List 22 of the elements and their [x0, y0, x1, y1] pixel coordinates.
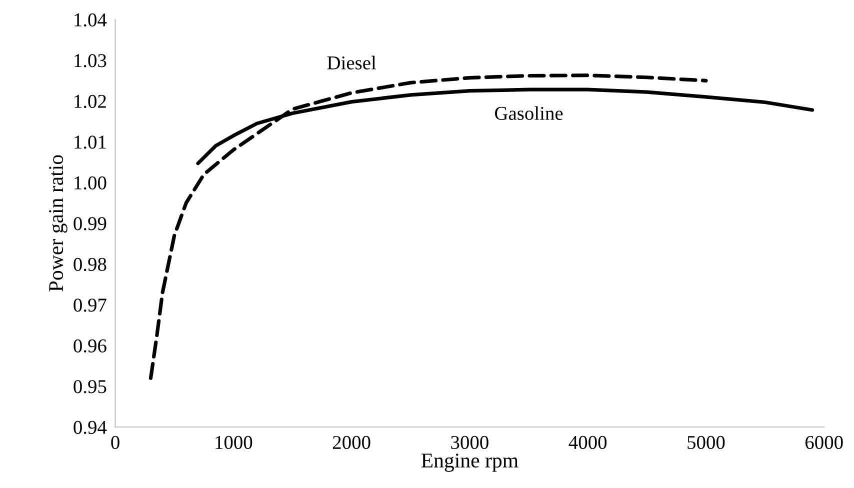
- x-tick-label: 3000: [451, 436, 488, 450]
- y-tick-label: 1.03: [74, 54, 106, 68]
- series-label: Diesel: [327, 56, 376, 70]
- y-tick-label: 0.95: [74, 380, 106, 394]
- x-tick-label: 6000: [806, 436, 843, 450]
- y-tick-label: 1.01: [74, 136, 106, 149]
- x-tick-label: 1000: [216, 436, 252, 450]
- y-tick-label: 1.04: [74, 13, 107, 27]
- y-tick-label: 0.96: [74, 339, 106, 353]
- y-tick-label: 0.99: [74, 217, 106, 230]
- x-tick-label: 4000: [568, 436, 607, 450]
- x-tick-label: 5000: [688, 436, 725, 450]
- y-tick-label: 1.00: [74, 176, 106, 190]
- y-tick-label: 0.97: [74, 298, 106, 312]
- x-tick-label: 2000: [332, 436, 370, 450]
- y-tick-label: 0.94: [74, 420, 107, 434]
- x-tick-label: 0: [111, 436, 120, 450]
- y-tick-label: 1.02: [74, 94, 106, 108]
- x-axis-title: Engine rpm: [421, 454, 518, 472]
- y-tick-label: 0.98: [74, 258, 106, 272]
- y-axis-title: Power gain ratio: [49, 155, 68, 292]
- series-label: Gasoline: [495, 106, 563, 120]
